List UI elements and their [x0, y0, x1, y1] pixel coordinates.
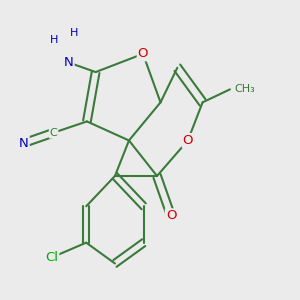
Text: N: N: [64, 56, 74, 69]
Text: O: O: [166, 209, 176, 222]
Text: H: H: [50, 35, 58, 45]
Text: H: H: [70, 28, 78, 38]
Text: Cl: Cl: [45, 251, 58, 264]
Text: N: N: [19, 136, 29, 150]
Text: O: O: [138, 47, 148, 60]
Text: C: C: [50, 128, 58, 138]
Text: O: O: [183, 134, 193, 147]
Text: CH₃: CH₃: [234, 84, 255, 94]
